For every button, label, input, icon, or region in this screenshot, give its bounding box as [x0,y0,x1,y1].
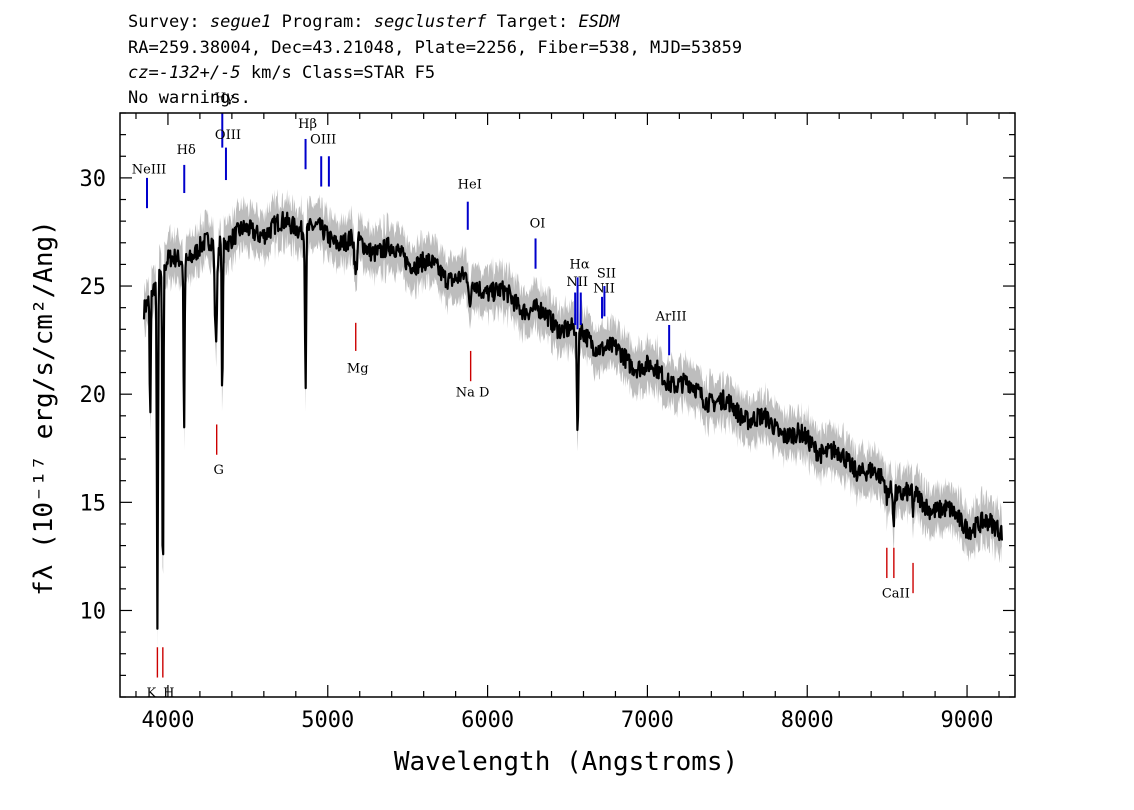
x-tick-label: 4000 [141,708,194,733]
plot-frame [119,112,1016,698]
y-tick-label: 20 [80,383,107,408]
line-marker-label: K [147,686,157,701]
line-marker-label: Hβ [298,117,317,132]
x-tick-label: 5000 [301,708,354,733]
x-tick-label: 7000 [621,708,674,733]
y-tick-label: 30 [80,167,107,192]
flux-line-layer [142,211,1003,630]
line-marker-label: OIII [310,132,336,147]
spectrum-header-line-3: cz=-132+/-5 km/s Class=STAR F5 [128,63,435,83]
y-tick-label: 10 [80,599,107,624]
x-axis-title: Wavelength (Angstroms) [394,747,738,777]
cz-value: -132+/-5 [158,63,241,83]
cz-label: cz= [128,63,159,83]
line-marker-label: NeIII [132,163,166,178]
line-marker-label: G [213,463,223,478]
line-marker-label: Hγ [215,91,234,106]
line-marker-label: Hα [570,258,590,273]
class-text: km/s Class=STAR F5 [240,63,436,83]
spectrum-header-line-2: RA=259.38004, Dec=43.21048, Plate=2256, … [128,38,743,58]
x-tick-label: 6000 [461,708,514,733]
line-marker-label: Mg [347,362,369,377]
y-axis-title: fλ (10⁻¹⁷ erg/s/cm²/Ang) [29,220,59,596]
line-marker-label: HeI [458,178,482,193]
survey-label: Survey: [128,12,200,32]
spectrum-header-line-1: Survey: segue1 Program: segclusterf Targ… [128,12,619,32]
line-marker-label: CaII [882,587,910,602]
error-band [144,188,1002,654]
line-marker-label: OI [530,217,546,232]
y-tick-label: 15 [80,491,107,516]
line-marker-label: Hδ [177,143,196,158]
spectrum-header-line-4: No warnings. [128,88,251,108]
x-tick-label: 8000 [781,708,834,733]
axis-tick-layer: 4000 5000 6000 7000 8000 9000 10 15 20 25 30 [80,112,1015,733]
y-tick-label: 25 [80,275,107,300]
line-marker-label: OIII [215,128,241,143]
line-marker-label: H [163,686,174,701]
error-band-layer [144,188,1002,654]
line-marker-label: ArIII [655,310,687,325]
target-label: Target: [496,12,569,32]
line-marker-layer: NeIIIHδHγOIIIHβOIIIHeIOINIIHαNIISIIArIII… [132,91,914,701]
line-marker-label: Na D [456,385,490,400]
x-tick-label: 9000 [941,708,994,733]
flux-line [142,211,1003,630]
survey-value: segue1 [209,12,272,32]
line-marker-label: SII [597,266,616,281]
target-value: ESDM [578,12,620,32]
program-value: segclusterf [373,12,487,32]
program-label: Program: [281,12,364,32]
